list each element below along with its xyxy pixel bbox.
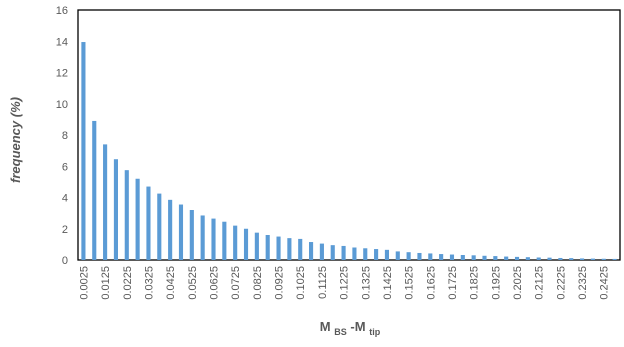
- bar: [482, 255, 487, 260]
- bar: [569, 258, 574, 261]
- bar: [547, 257, 552, 260]
- bar: [113, 159, 118, 260]
- bar: [449, 254, 455, 260]
- x-tick-label: 0.0425: [165, 266, 177, 300]
- plot-area: [77, 9, 621, 261]
- bar: [298, 238, 303, 260]
- x-tick-label: 0.2325: [577, 266, 589, 300]
- bar: [384, 249, 389, 260]
- bar: [243, 228, 249, 260]
- bar: [601, 258, 606, 260]
- bar: [81, 42, 86, 260]
- bar: [309, 242, 314, 260]
- bar: [189, 210, 194, 260]
- x-axis-title-dash: -M: [350, 319, 365, 334]
- y-tick-label: 2: [62, 224, 68, 236]
- bar: [590, 258, 595, 260]
- bar: [395, 251, 400, 260]
- bar: [460, 255, 465, 260]
- bar: [265, 235, 270, 260]
- x-tick-label: 0.1225: [339, 266, 351, 300]
- x-tick-label: 0.0925: [274, 266, 286, 300]
- x-tick-label: 0.1825: [469, 266, 481, 300]
- bar: [157, 193, 162, 260]
- bar: [135, 178, 140, 260]
- y-tick-label: 12: [56, 68, 68, 80]
- bar: [504, 256, 509, 260]
- x-axis-title-main: M: [320, 319, 331, 334]
- bar: [124, 170, 129, 260]
- bar: [276, 236, 281, 260]
- x-axis-tick-labels: 0.0025 0.0125 0.0225 0.0325 0.0425 0.0525 0.06…: [78, 266, 610, 300]
- y-tick-label: 4: [62, 193, 68, 205]
- bar: [319, 243, 324, 260]
- x-tick-label: 0.0825: [252, 266, 264, 300]
- x-tick-label: 0.0325: [143, 266, 155, 300]
- bar: [536, 257, 541, 260]
- x-tick-label: 0.2125: [534, 266, 546, 300]
- y-tick-label: 10: [56, 99, 68, 111]
- bar: [558, 257, 563, 260]
- x-tick-label: 0.1025: [295, 266, 307, 300]
- bar: [514, 256, 520, 261]
- x-tick-label: 0.0025: [78, 266, 90, 300]
- bar: [493, 256, 498, 260]
- bar: [330, 245, 335, 260]
- x-tick-label: 0.0725: [230, 266, 242, 300]
- bar: [439, 254, 444, 260]
- bar: [428, 253, 433, 260]
- x-tick-label: 0.2425: [599, 266, 611, 300]
- y-tick-label: 6: [62, 161, 68, 173]
- bar: [580, 258, 585, 260]
- x-axis-title: M BS -M tip: [320, 319, 381, 338]
- x-tick-label: 0.0225: [122, 266, 134, 300]
- bar: [363, 248, 368, 260]
- bar: [525, 257, 530, 260]
- bar: [254, 232, 259, 260]
- y-axis-title: frequency (%): [8, 97, 23, 183]
- bar: [222, 221, 227, 260]
- x-tick-label: 0.0125: [100, 266, 112, 300]
- x-tick-label: 0.2025: [512, 266, 524, 300]
- bar-series: [81, 42, 617, 261]
- x-axis-title-sub-tip: tip: [369, 327, 380, 337]
- bar: [233, 225, 238, 261]
- y-tick-label: 16: [56, 5, 68, 17]
- bar: [103, 144, 108, 261]
- bar: [612, 258, 617, 260]
- bar: [341, 245, 346, 260]
- x-tick-label: 0.1525: [404, 266, 416, 300]
- x-tick-label: 0.0625: [209, 266, 221, 300]
- bar: [374, 249, 379, 260]
- bar: [471, 255, 476, 260]
- x-tick-label: 0.1725: [447, 266, 459, 300]
- bar: [146, 186, 151, 260]
- bar: [287, 238, 292, 261]
- x-tick-label: 0.0525: [187, 266, 199, 300]
- x-tick-label: 0.2225: [555, 266, 567, 300]
- bar: [178, 204, 184, 260]
- x-tick-label: 0.1425: [382, 266, 394, 300]
- y-tick-label: 8: [62, 130, 68, 142]
- bar: [92, 120, 97, 260]
- y-tick-label: 0: [62, 255, 68, 267]
- x-tick-label: 0.1925: [490, 266, 502, 300]
- plot-border: [77, 9, 621, 261]
- bar: [168, 199, 173, 260]
- x-tick-label: 0.1125: [317, 266, 329, 299]
- x-tick-label: 0.1625: [425, 266, 437, 300]
- bar: [417, 252, 422, 260]
- y-tick-label: 14: [56, 36, 68, 48]
- y-axis-tick-labels: 0 2 4 6 8 10 12 14 16: [56, 5, 68, 267]
- bar: [211, 218, 216, 260]
- bar: [406, 252, 411, 260]
- bar: [352, 247, 357, 260]
- x-axis-title-sub-bs: BS: [334, 327, 347, 337]
- x-tick-label: 0.1325: [360, 266, 372, 300]
- bar: [200, 215, 205, 260]
